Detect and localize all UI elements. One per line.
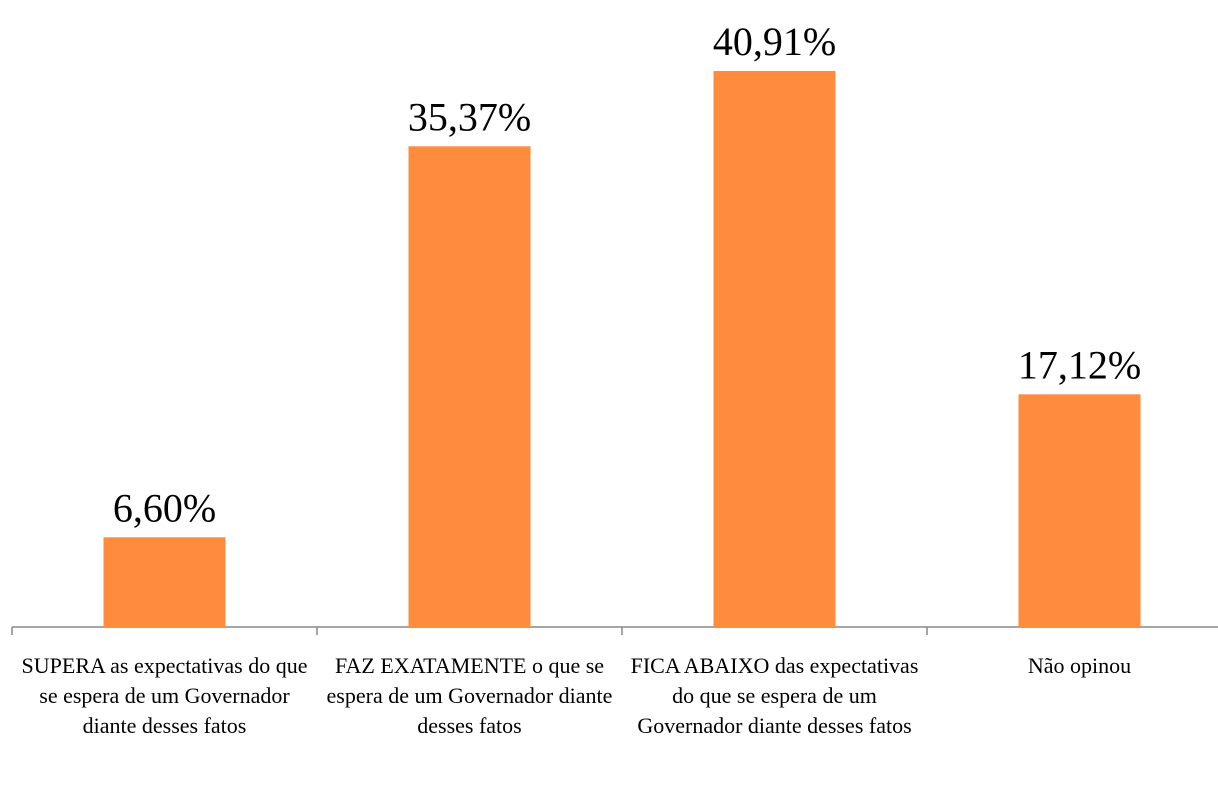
bar <box>408 146 531 627</box>
bar <box>713 71 836 627</box>
bar <box>103 537 226 627</box>
data-label: 17,12% <box>1018 342 1141 387</box>
x-tick-label: FAZ EXATAMENTE o que se espera de um Gov… <box>326 653 613 738</box>
data-label: 35,37% <box>408 94 531 139</box>
x-tick-label: FICA ABAIXO das expectativas do que se e… <box>630 653 919 738</box>
x-tick-label: Não opinou <box>1027 653 1132 678</box>
x-tick-label: SUPERA as expectativas do que se espera … <box>21 653 308 738</box>
bar <box>1018 394 1141 627</box>
data-label: 40,91% <box>713 19 836 64</box>
data-label: 6,60% <box>113 485 216 530</box>
